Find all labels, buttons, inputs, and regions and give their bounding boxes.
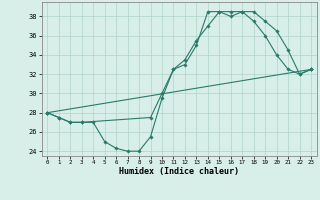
X-axis label: Humidex (Indice chaleur): Humidex (Indice chaleur) bbox=[119, 167, 239, 176]
